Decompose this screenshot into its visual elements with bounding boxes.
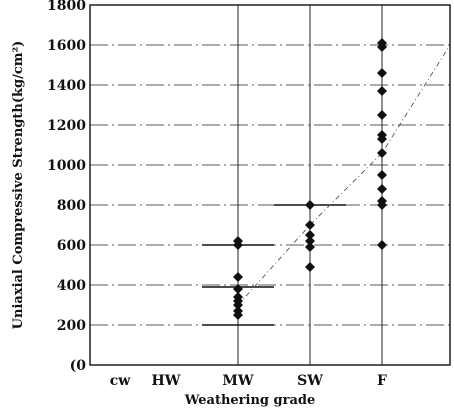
data-point (305, 236, 315, 246)
data-point (377, 86, 387, 96)
data-points (233, 38, 387, 320)
x-tick-labels: cw HW MW SW F (110, 373, 387, 389)
data-point (233, 236, 243, 246)
x-tick-label: F (377, 373, 387, 389)
y-tick-label: 1200 (47, 118, 86, 134)
y-tick-label: 400 (57, 278, 86, 294)
plot-area (90, 5, 450, 365)
data-point (377, 38, 387, 48)
data-point (233, 272, 243, 282)
y-tick-label: (0 (70, 358, 87, 374)
data-point (377, 110, 387, 120)
data-point (377, 148, 387, 158)
data-point (377, 68, 387, 78)
y-tick-label: 1000 (47, 158, 86, 174)
x-tick-label: cw (110, 373, 132, 389)
y-tick-label: 800 (57, 198, 86, 214)
y-axis-title: Uniaxial Compressive Strength(kg/cm²) (11, 41, 26, 330)
data-point (377, 196, 387, 206)
data-point (305, 262, 315, 272)
data-point (305, 220, 315, 230)
x-axis-title: Weathering grade (184, 393, 316, 408)
y-tick-label: 1800 (47, 0, 86, 14)
x-tick-label: HW (152, 373, 181, 389)
data-point (377, 184, 387, 194)
data-point (377, 130, 387, 140)
data-point (233, 284, 243, 294)
y-tick-label: 200 (57, 318, 86, 334)
y-tick-label: 1600 (47, 38, 86, 54)
y-tick-label: 1400 (47, 78, 86, 94)
data-point (305, 200, 315, 210)
data-point (377, 240, 387, 250)
data-point (233, 306, 243, 316)
plot-frame (89, 4, 451, 366)
trend-line (237, 44, 451, 306)
x-tick-label: SW (297, 373, 323, 389)
data-point (305, 242, 315, 252)
data-point (233, 292, 243, 302)
data-point (377, 170, 387, 180)
y-tick-labels: (0 200 400 600 800 1000 1200 1400 1600 1800 (47, 0, 86, 374)
x-tick-label: MW (222, 373, 253, 389)
data-point (305, 230, 315, 240)
y-tick-label: 600 (57, 238, 86, 254)
